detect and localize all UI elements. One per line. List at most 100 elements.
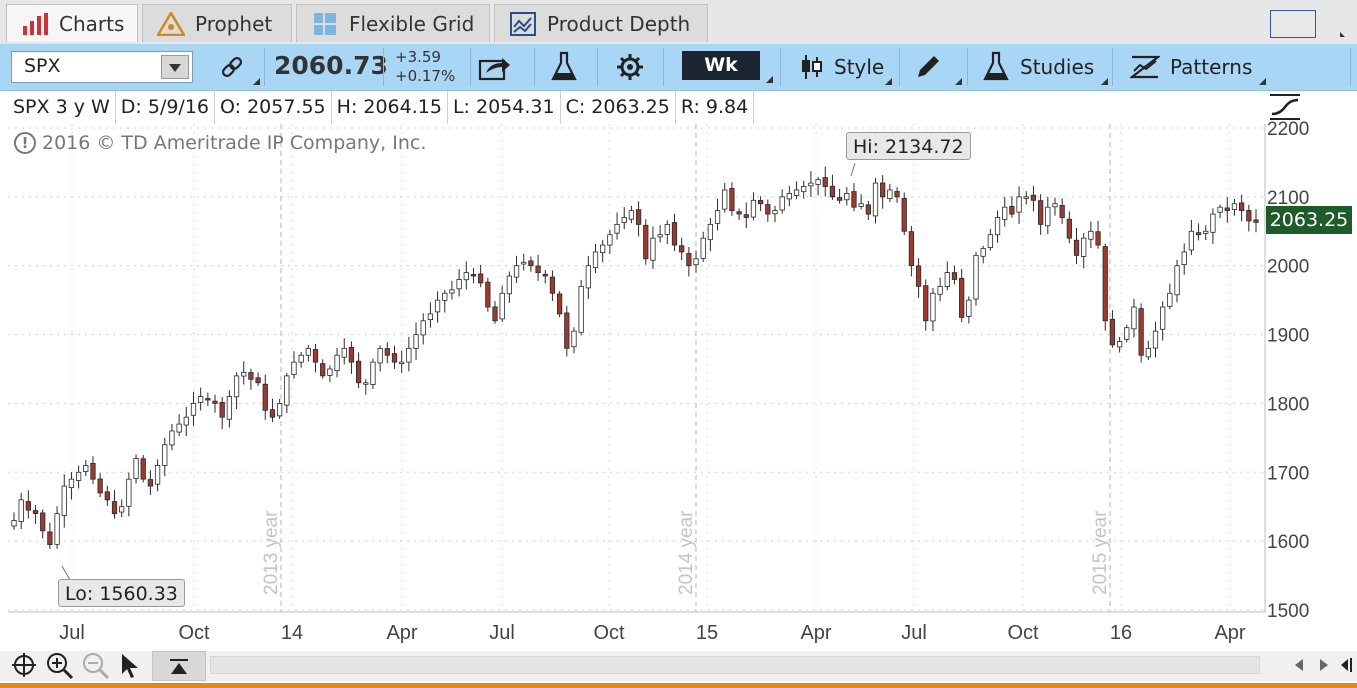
tab-charts[interactable]: Charts (6, 4, 138, 42)
candle-body (327, 368, 333, 376)
x-tick-label: Oct (593, 622, 625, 644)
candle-body (951, 272, 958, 280)
tab-flexible-grid[interactable]: Flexible Grid (296, 4, 490, 42)
copyright-notice: ! 2016 © TD Ameritrade IP Company, Inc. (14, 132, 426, 154)
settings-button[interactable] (615, 47, 647, 87)
candle-body (25, 501, 31, 511)
chevron-down-icon[interactable] (161, 55, 189, 79)
study-overlay-button[interactable] (1268, 92, 1302, 122)
price-chart[interactable]: 1500 1600 1700 1800 1900 2000 2100 2200 Jul Oct 14… (0, 91, 1357, 651)
candle-body (815, 179, 821, 185)
candle-body (255, 377, 261, 384)
candle-body (865, 204, 871, 215)
studies-label: Studies (1020, 55, 1095, 79)
candle-body (743, 214, 749, 218)
candle-body (348, 346, 355, 363)
collapse-panel-button[interactable] (152, 651, 206, 681)
gear-icon (617, 54, 643, 80)
candle-body (521, 261, 527, 265)
tab-product-depth[interactable]: Product Depth (494, 4, 708, 42)
candle-body (269, 409, 276, 418)
x-tick-label: Apr (386, 622, 417, 644)
zoom-in-icon[interactable] (46, 652, 74, 680)
timeframe-selector[interactable]: Wk (682, 51, 760, 80)
candle-body (1253, 219, 1259, 223)
candle-body (391, 353, 398, 363)
candle-body (779, 196, 785, 211)
chart-toolbar: SPX 2060.73 +3.59 +0.17% Wk Style Studie… (0, 44, 1357, 91)
candle-body (18, 499, 24, 522)
candle-body (320, 363, 326, 377)
candle-body (427, 313, 434, 321)
candle-body (233, 375, 240, 398)
candle-body (334, 354, 340, 372)
candle-body (786, 193, 792, 200)
candle-body (1081, 237, 1087, 257)
candle-body (700, 237, 706, 259)
candle-body (312, 349, 319, 363)
high-callout: Hi: 2134.72 (846, 132, 971, 160)
candle-body (1045, 206, 1051, 227)
candle-body (463, 272, 469, 281)
flask-button[interactable] (550, 47, 580, 87)
bar-range: R: 9.84 (676, 91, 755, 124)
candle-body (930, 292, 936, 322)
candle-body (68, 478, 75, 489)
candle-body (592, 251, 599, 269)
horizontal-scrollbar[interactable] (210, 656, 1260, 674)
candle-body (556, 293, 563, 315)
candle-body (298, 354, 304, 363)
candle-body (542, 273, 548, 277)
crosshair-icon[interactable] (11, 652, 37, 678)
share-button[interactable] (478, 47, 522, 87)
candle-body (621, 217, 627, 223)
candle-body (564, 312, 570, 349)
candle-body (277, 403, 283, 417)
candle-body (966, 299, 972, 317)
style-button[interactable]: Style (800, 47, 892, 87)
candle-body (600, 244, 606, 253)
ohlc-info-bar: SPX 3 y W D: 5/9/16 O: 2057.55 H: 2064.1… (8, 91, 755, 124)
patterns-button[interactable]: Patterns (1130, 47, 1266, 87)
status-strip (0, 683, 1357, 688)
corner-indicator-icon (1340, 32, 1345, 37)
pencil-icon (918, 56, 939, 77)
candle-body (944, 272, 950, 287)
candle-body (377, 347, 383, 364)
candle-body (973, 254, 979, 300)
candle-body (836, 197, 843, 201)
zoom-out-icon[interactable] (82, 652, 110, 680)
x-tick-label: Apr (800, 622, 831, 644)
studies-button[interactable]: Studies (982, 47, 1108, 87)
symbol-selector[interactable]: SPX (11, 51, 193, 83)
candle-body (262, 383, 268, 411)
dropdown-corner-icon (1259, 78, 1266, 85)
x-tick-label: Jul (901, 622, 927, 644)
scroll-left-icon[interactable] (1290, 655, 1310, 675)
candle-body (456, 279, 462, 290)
candle-body (1109, 318, 1116, 346)
candle-body (772, 210, 778, 215)
low-callout-pointer (61, 565, 71, 581)
candle-body (449, 289, 455, 294)
link-button[interactable] (210, 47, 260, 87)
chart-area[interactable]: 1500 1600 1700 1800 1900 2000 2100 2200 Jul Oct 14… (0, 91, 1357, 651)
y-tick-label: 1700 (1267, 463, 1309, 484)
candle-body (363, 382, 369, 385)
y-tick-label: 1600 (1267, 532, 1309, 553)
candle-body (11, 520, 17, 527)
candle-body (147, 479, 154, 487)
cursor-icon[interactable] (118, 652, 144, 678)
scroll-right-icon[interactable] (1314, 655, 1334, 675)
x-tick-label: Oct (1007, 622, 1039, 644)
candle-body (729, 187, 735, 212)
layout-button[interactable] (1270, 10, 1316, 38)
tab-label: Flexible Grid (349, 11, 475, 36)
candle-body (212, 400, 218, 404)
expand-right-icon[interactable] (1338, 655, 1356, 675)
tab-prophet[interactable]: Prophet (142, 4, 292, 42)
candle-body (614, 223, 620, 234)
drawing-button[interactable] (914, 47, 962, 87)
candle-body (485, 281, 491, 308)
info-icon: ! (14, 132, 36, 154)
